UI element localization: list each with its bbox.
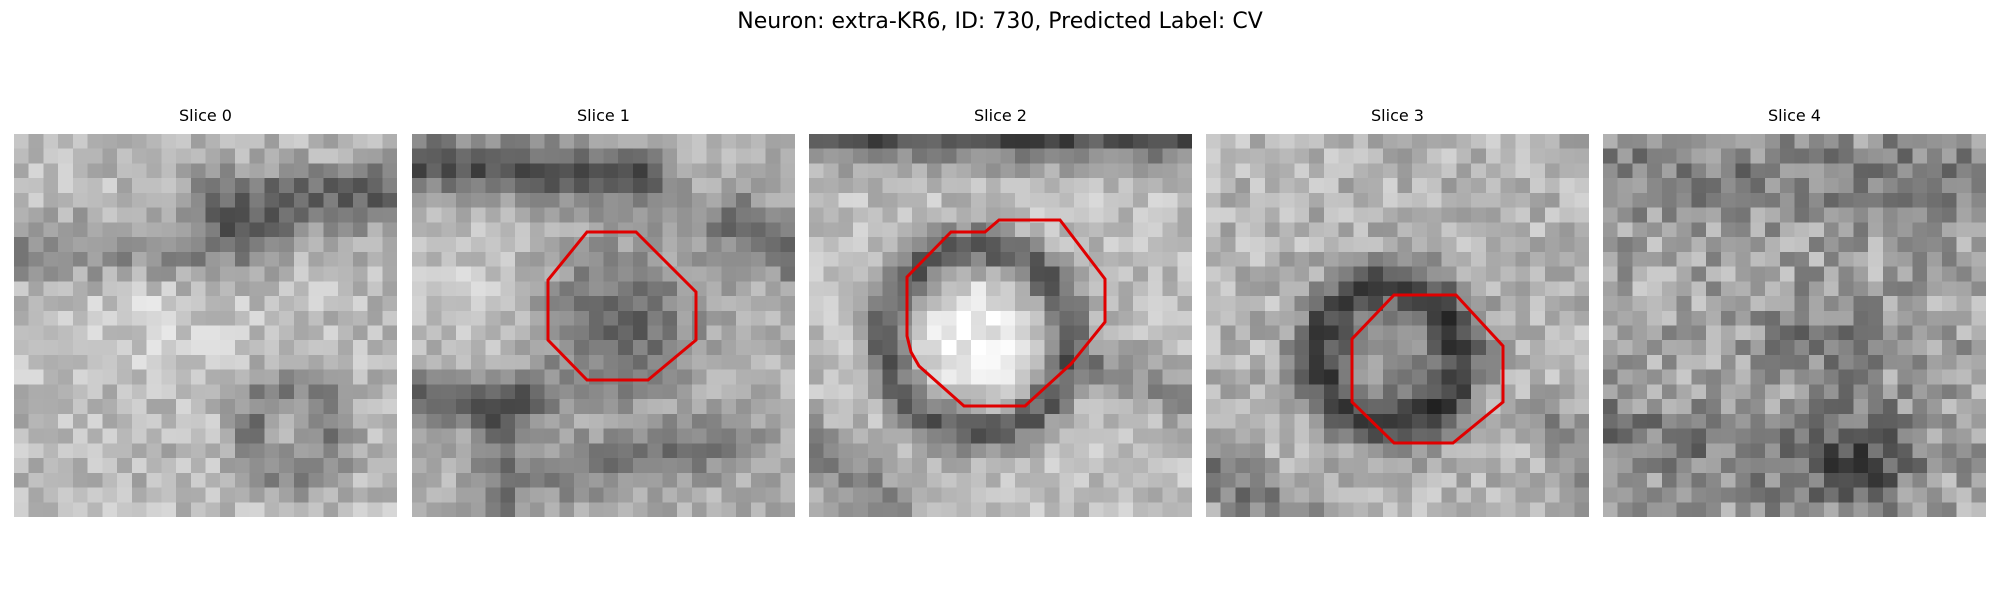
slice-title-3: Slice 3: [1371, 106, 1424, 125]
slice-panel-4: Slice 4: [1603, 106, 1986, 517]
figure-title: Neuron: extra-KR6, ID: 730, Predicted La…: [737, 9, 1263, 34]
slice-panel-2: Slice 2: [809, 106, 1192, 517]
slice-title-0: Slice 0: [179, 106, 232, 125]
segmentation-outline-1: [546, 230, 698, 382]
slice-image-3: [1206, 134, 1589, 517]
slice-title-4: Slice 4: [1768, 106, 1821, 125]
segmentation-outline-2: [905, 218, 1107, 408]
slice-panel-3: Slice 3: [1206, 106, 1589, 517]
slice-title-2: Slice 2: [974, 106, 1027, 125]
slice-panel-1: Slice 1: [412, 106, 795, 517]
slice-image-2: [809, 134, 1192, 517]
slice-image-4: [1603, 134, 1986, 517]
slice-image-0: [14, 134, 397, 517]
segmentation-outline-3: [1350, 293, 1505, 445]
slice-title-1: Slice 1: [577, 106, 630, 125]
slice-panel-0: Slice 0: [14, 106, 397, 517]
slice-image-1: [412, 134, 795, 517]
